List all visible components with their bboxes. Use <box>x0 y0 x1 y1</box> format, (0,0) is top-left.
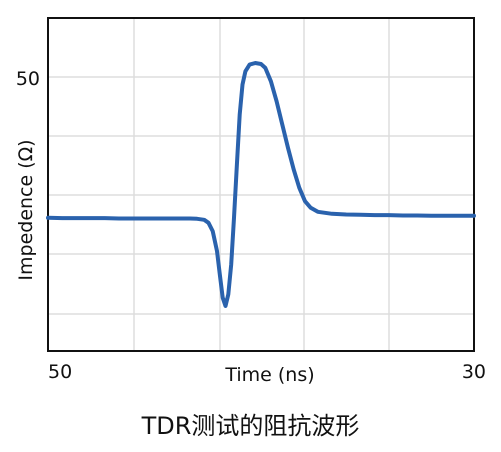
y-axis-label: Impedence (Ω) <box>15 139 37 280</box>
x-axis-label: Time (ns) <box>224 364 314 386</box>
chart-caption: TDR测试的阻抗波形 <box>141 412 360 440</box>
x-tick-label-left: 50 <box>48 361 72 383</box>
tdr-chart: 50 30 50 Time (ns) Impedence (Ω) <box>15 17 486 386</box>
x-tick-label-right: 30 <box>462 361 486 383</box>
impedance-series-line <box>46 61 476 308</box>
y-tick-label-50: 50 <box>16 68 40 90</box>
plot-frame <box>47 17 475 352</box>
grid-lines <box>48 18 474 351</box>
